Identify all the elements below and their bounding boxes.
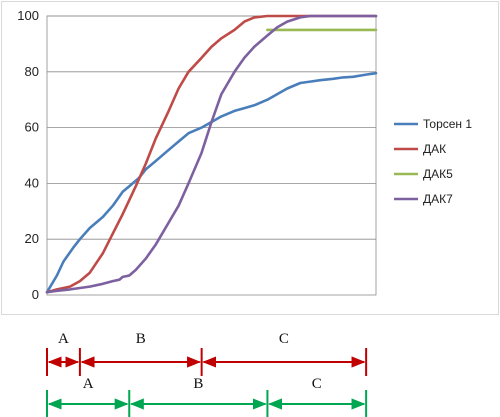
- chart-frame: [1, 1, 499, 315]
- series-line-1: [45, 71, 378, 294]
- segment-label: B: [136, 331, 146, 347]
- legend-label: Торсен 1: [423, 117, 472, 131]
- y-tick-label: 80: [25, 64, 39, 79]
- plot-area: [46, 15, 377, 296]
- legend-label: ДАК: [423, 142, 446, 156]
- legend: Торсен 1 ДАК ДАК5 ДАК7: [394, 117, 472, 206]
- phase-segments: A B C A B C: [46, 331, 368, 417]
- legend-label: ДАК5: [423, 167, 453, 181]
- segment-label: A: [58, 331, 69, 347]
- y-tick-label: 40: [25, 175, 39, 190]
- segment-label: B: [193, 376, 203, 392]
- segment-label: C: [279, 331, 289, 347]
- series-lines: [45, 14, 378, 294]
- y-tick-label: 100: [17, 8, 39, 23]
- series-line-4: [45, 14, 378, 294]
- y-tick-label: 0: [32, 287, 39, 302]
- legend-label: ДАК7: [423, 192, 453, 206]
- y-tick-label: 60: [25, 120, 39, 135]
- y-axis-ticks: 0 20 40 60 80 100: [17, 8, 39, 302]
- segment-label: C: [312, 376, 322, 392]
- segment-label: A: [83, 376, 94, 392]
- plot-border: [46, 15, 377, 296]
- series-line-2: [45, 14, 378, 294]
- y-tick-label: 20: [25, 231, 39, 246]
